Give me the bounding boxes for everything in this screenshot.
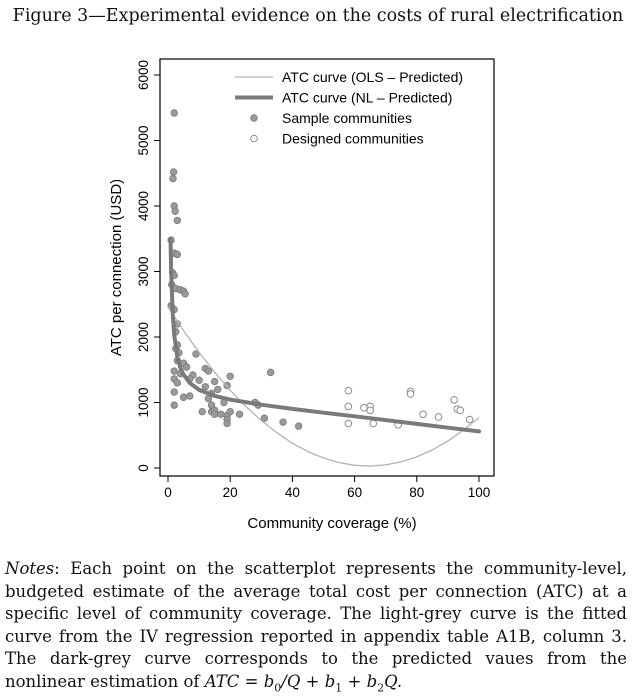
x-tick-label: 60 xyxy=(347,485,362,500)
designed-point xyxy=(360,403,368,412)
formula-end: Q. xyxy=(384,671,403,691)
formula-lhs: ATC xyxy=(204,671,240,691)
sample-point xyxy=(223,419,231,428)
x-axis-label: Community coverage (%) xyxy=(247,515,416,532)
formula-b0: b xyxy=(263,671,275,691)
designed-point xyxy=(450,396,458,404)
designed-point xyxy=(419,410,427,419)
x-tick-label: 100 xyxy=(468,485,491,500)
nl-curve-line xyxy=(168,236,481,434)
x-tick-label: 0 xyxy=(164,485,172,500)
notes-body: : Each point on the scatterplot represen… xyxy=(5,559,627,691)
sample-point xyxy=(198,407,206,416)
y-tick-label: 0 xyxy=(136,464,151,472)
legend-label: Designed communities xyxy=(282,131,424,147)
formula-b1-sub: 1 xyxy=(335,680,343,694)
scatter-chart: 0 20 40 60 80 1000100020003000400050006000Com… xyxy=(108,58,495,532)
designed-point xyxy=(344,386,353,395)
notes-lead: Notes xyxy=(5,559,55,578)
sample-point xyxy=(195,376,203,384)
y-tick-label: 1000 xyxy=(136,387,151,417)
legend-swatch-designed xyxy=(250,134,258,143)
ols-curve-line xyxy=(167,306,480,467)
notes-formula: ATC = b0/Q + b1 + b2Q. xyxy=(204,671,403,694)
sample-point xyxy=(186,392,194,400)
sample-point xyxy=(279,418,287,426)
sample-point xyxy=(201,383,210,391)
designed-point xyxy=(434,413,443,421)
designed-point xyxy=(456,406,465,415)
sample-point xyxy=(266,368,275,377)
sample-point xyxy=(181,290,189,298)
formula-b2: b xyxy=(366,671,378,691)
sample-point xyxy=(169,174,177,183)
formula-plus: + xyxy=(342,671,367,691)
y-tick-label: 2000 xyxy=(136,322,151,352)
sample-point xyxy=(204,367,213,375)
formula-b0-sub: 0 xyxy=(274,680,282,694)
sample-point xyxy=(171,207,179,215)
axes: 0 20 40 60 80 1000100020003000400050006000Com… xyxy=(108,58,495,532)
designed-point xyxy=(369,419,378,428)
x-tick-label: 80 xyxy=(409,485,424,500)
y-tick-label: 3000 xyxy=(136,256,151,286)
sample-point xyxy=(235,410,244,418)
legend-label: ATC curve (NL – Predicted) xyxy=(282,90,452,106)
data-layer xyxy=(167,109,481,467)
designed-point xyxy=(366,406,374,415)
formula-b1: b xyxy=(324,671,336,691)
y-tick-label: 5000 xyxy=(136,125,151,155)
x-tick-label: 40 xyxy=(285,485,300,500)
legend-label: Sample communities xyxy=(282,110,412,126)
sample-point xyxy=(173,379,182,387)
sample-point xyxy=(169,168,178,176)
y-tick-label: 6000 xyxy=(136,60,151,90)
legend-swatch-sample xyxy=(250,114,258,122)
sample-point xyxy=(173,250,182,259)
sample-point xyxy=(226,407,234,416)
y-tick-label: 4000 xyxy=(136,191,151,221)
sample-point xyxy=(170,367,178,375)
sample-point xyxy=(214,385,222,394)
designed-point xyxy=(465,415,474,424)
sample-point xyxy=(260,414,269,422)
sample-point xyxy=(192,350,200,358)
sample-point xyxy=(173,216,182,225)
sample-point xyxy=(170,401,178,409)
formula-mid: /Q + xyxy=(281,671,325,691)
designed-point xyxy=(344,419,353,428)
legend-label: ATC curve (OLS – Predicted) xyxy=(282,69,463,85)
designed-point xyxy=(406,390,415,398)
sample-point xyxy=(170,109,178,117)
sample-point xyxy=(170,388,178,396)
sample-point xyxy=(210,410,219,418)
figure-title: Figure 3—Experimental evidence on the co… xyxy=(12,6,624,26)
formula-eq: = xyxy=(239,671,264,691)
chart-legend: ATC curve (OLS – Predicted) ATC curve (NL… xyxy=(235,69,463,147)
plot-frame xyxy=(159,58,495,477)
figure-notes: Notes: Each point on the scatterplot rep… xyxy=(5,558,627,699)
sample-point xyxy=(226,372,234,380)
sample-point xyxy=(210,377,219,386)
sample-point xyxy=(182,363,191,371)
x-tick-label: 20 xyxy=(223,485,238,500)
sample-point xyxy=(294,422,303,430)
y-axis-label: ATC per connection (USD) xyxy=(108,179,125,356)
designed-point xyxy=(344,402,353,411)
sample-point xyxy=(217,410,225,418)
formula-b2-sub: 2 xyxy=(377,680,385,694)
sample-point xyxy=(179,393,188,401)
